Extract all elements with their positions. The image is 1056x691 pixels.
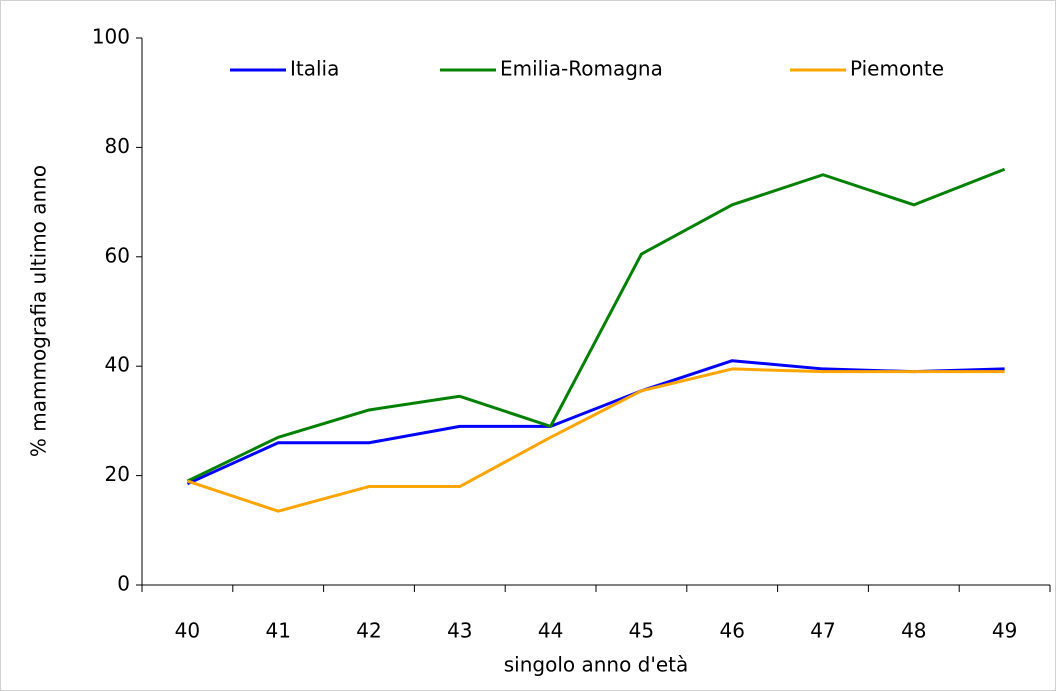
- x-tick-label: 43: [447, 619, 472, 643]
- x-tick-label: 44: [538, 619, 563, 643]
- y-tick-label: 60: [105, 243, 130, 267]
- legend-label: Emilia-Romagna: [500, 57, 663, 81]
- y-tick-label: 0: [117, 572, 130, 596]
- y-tick-label: 100: [92, 25, 130, 49]
- x-tick-label: 42: [356, 619, 381, 643]
- y-tick-label: 80: [105, 134, 130, 158]
- x-tick-label: 45: [629, 619, 654, 643]
- x-tick-label: 48: [901, 619, 926, 643]
- y-axis-label: % mammografia ultimo anno: [27, 165, 51, 457]
- y-tick-label: 20: [105, 462, 130, 486]
- legend-label: Piemonte: [850, 57, 944, 81]
- x-tick-label: 49: [992, 619, 1017, 643]
- y-tick-label: 40: [105, 353, 130, 377]
- x-tick-label: 41: [265, 619, 290, 643]
- legend-label: Italia: [290, 57, 339, 81]
- x-tick-label: 40: [175, 619, 200, 643]
- x-tick-label: 46: [719, 619, 744, 643]
- series-line: [186, 167, 1006, 483]
- series-line: [186, 367, 1005, 513]
- x-axis-label: singolo anno d'età: [504, 653, 689, 677]
- x-tick-label: 47: [810, 619, 835, 643]
